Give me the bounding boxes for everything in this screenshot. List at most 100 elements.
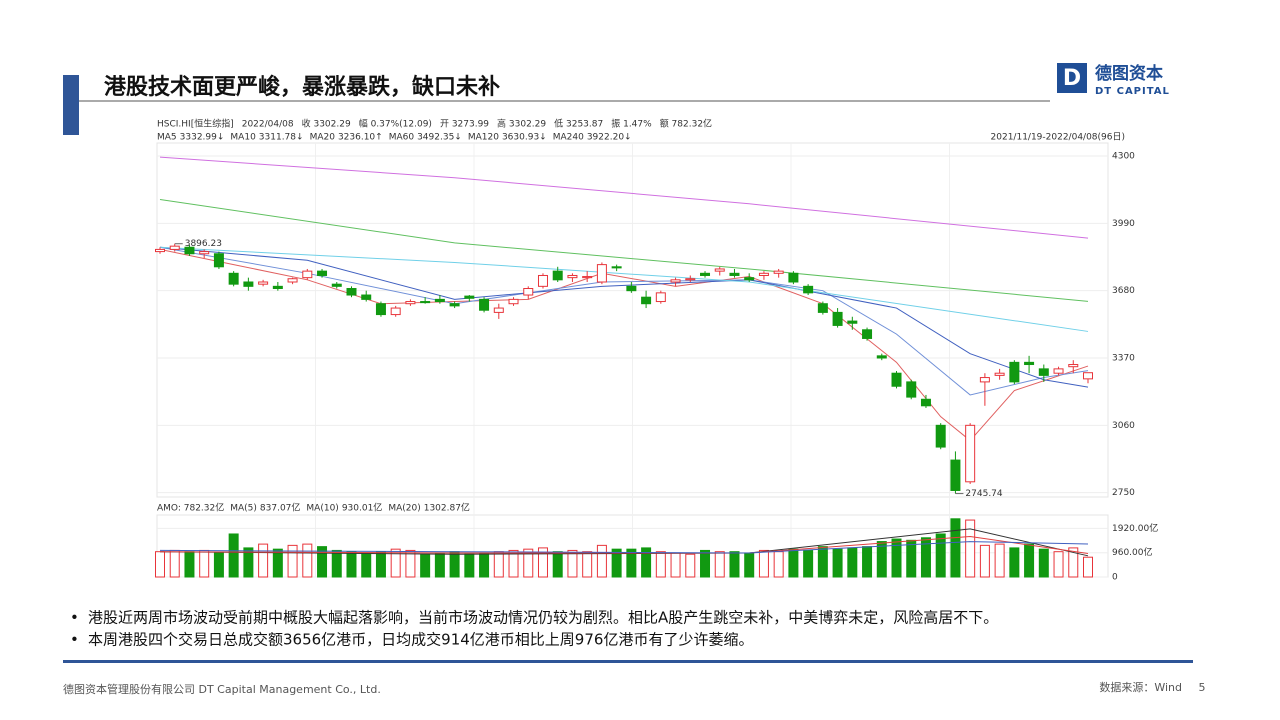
legend-value: 3236.10↑ [338,133,383,143]
candle-body [243,281,254,287]
volume-bar [405,549,416,578]
candle-body [979,377,990,383]
volume-bar [213,552,224,578]
legend-name: MA5 [157,133,177,143]
logo-box [1057,63,1087,93]
volume-bar [965,519,976,578]
v-tick-label: 0 [1112,573,1118,583]
candle-body [876,355,887,359]
volume-bar [906,539,917,578]
info-text: 2022/04/08 [242,120,294,130]
y-tick-label: 3990 [1112,219,1135,229]
volume-bar [994,543,1005,578]
volume-bar [700,549,711,578]
candle-body [1083,372,1093,380]
candle-body [493,307,504,313]
volume-bar [685,553,696,578]
title-bar [63,75,79,135]
candle-body [935,424,946,448]
legend-name: MA10 [230,133,256,143]
candle-body [302,270,313,279]
volume-bar [508,549,519,578]
volume-bar [817,546,828,578]
slide-title: 港股技术面更严峻，暴涨暴跌，缺口未补 [104,74,500,100]
annotation: 3896.23 [185,239,222,249]
candle-body [1009,361,1020,383]
ma-line [159,198,1089,302]
volume-bar [258,543,269,578]
candle-body [213,253,224,268]
candle-body [390,307,401,316]
volume-bar [420,553,431,578]
logo-mark: D [1063,66,1081,91]
candle-body [331,283,342,287]
candle-body [228,272,239,285]
volume-bar [169,549,180,578]
candle-body [361,294,372,300]
footer-company: 德图资本管理股份有限公司 DT Capital Management Co., … [63,682,381,696]
annotation: 2745.74 [965,489,1002,499]
volume-bar [346,551,357,578]
candle-body [184,246,195,255]
volume-bar [155,551,165,578]
footer-rule [63,660,1193,663]
volume-bar [773,551,784,578]
legend-name: MA(10) [306,504,338,514]
volume-bar [758,549,769,578]
volume-bar [1053,551,1064,578]
candle-body [744,277,755,281]
bullet: 港股近两周市场波动受前期中概股大幅起落影响，当前市场波动情况仍较为剧烈。相比A股… [88,609,998,627]
candle-body [1053,368,1064,374]
y-tick-label: 3680 [1112,286,1135,296]
volume-bar [523,548,534,578]
volume-bar [596,544,607,578]
candle-body [641,296,652,305]
candle-body [258,281,269,285]
volume-bar [449,551,460,578]
ma-line [159,156,1089,239]
logo-cn: 德图资本 [1095,63,1163,84]
candle-body [272,285,283,290]
volume-bar [390,548,401,578]
candle-body [1024,361,1035,366]
volume-bar [832,548,843,578]
volume-bar [434,552,445,578]
candle-body [375,303,386,316]
candle-body [611,266,622,269]
candle-body [700,272,711,276]
candle-body [906,381,917,398]
volume-bar [744,552,755,578]
volume-bar [199,549,210,578]
candle-body [317,270,328,276]
volume-bar [464,553,475,578]
y-tick-label: 4300 [1112,152,1135,162]
volume-bar [920,537,931,578]
volume-bar [626,548,637,578]
v-tick-label: 960.00亿 [1112,546,1153,558]
volume-bar [655,551,666,578]
candle-body [847,320,858,324]
ma-line [159,246,1089,396]
volume-bar [862,546,873,578]
volume-bar [272,548,283,578]
bullet-dot: • [70,609,79,627]
volume-bar [243,547,254,578]
volume-bar [641,547,652,578]
page-number: 5 [1199,681,1206,694]
candle-body [862,329,873,339]
candle-body [626,285,637,292]
candle-body [596,264,607,283]
legend-name: MA(5) [230,504,257,514]
ma-line [159,246,1089,388]
y-tick-label: 2750 [1112,488,1135,498]
candle-body [758,272,769,276]
legend-value: 3332.99↓ [180,133,225,143]
legend-name: MA20 [310,133,336,143]
legend-value: 3922.20↓ [587,133,632,143]
candle-body [420,301,431,304]
candle-body [817,303,828,313]
volume-bar [611,548,622,578]
logo-en: DT CAPITAL [1095,86,1170,97]
volume-bar [331,549,342,578]
info-text: 振 1.47% [611,118,652,130]
